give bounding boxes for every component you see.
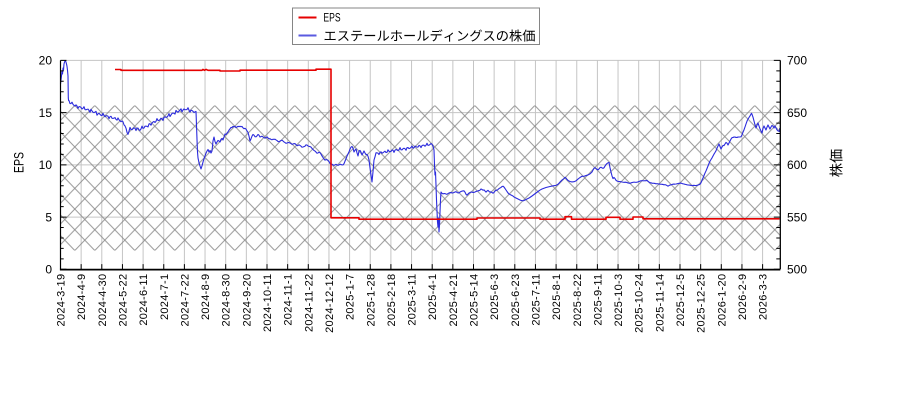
svg-text:2025-4-21: 2025-4-21	[448, 274, 460, 327]
svg-text:2025-2-18: 2025-2-18	[386, 274, 398, 327]
svg-text:500: 500	[787, 263, 807, 277]
svg-text:2025-6-3: 2025-6-3	[489, 274, 501, 320]
svg-text:2025-4-1: 2025-4-1	[427, 274, 439, 320]
svg-text:2024-6-11: 2024-6-11	[138, 274, 150, 326]
svg-text:2025-12-25: 2025-12-25	[696, 274, 708, 333]
svg-text:2024-7-1: 2024-7-1	[159, 274, 171, 320]
svg-text:2025-3-11: 2025-3-11	[407, 274, 419, 326]
svg-text:2024-7-22: 2024-7-22	[179, 274, 191, 327]
svg-text:2024-4-9: 2024-4-9	[76, 274, 88, 320]
svg-text:2024-11-22: 2024-11-22	[303, 274, 315, 332]
svg-text:700: 700	[787, 54, 807, 68]
svg-text:10: 10	[39, 158, 53, 172]
svg-text:2024-3-19: 2024-3-19	[56, 274, 68, 327]
svg-text:2025-6-23: 2025-6-23	[510, 274, 522, 327]
svg-text:2025-12-5: 2025-12-5	[675, 274, 687, 327]
svg-text:2025-5-14: 2025-5-14	[469, 274, 481, 327]
svg-text:2024-11-1: 2024-11-1	[283, 274, 295, 326]
svg-text:2024-9-20: 2024-9-20	[241, 274, 253, 327]
svg-text:600: 600	[787, 158, 807, 172]
svg-text:2025-8-22: 2025-8-22	[572, 274, 584, 327]
svg-text:2026-1-20: 2026-1-20	[716, 274, 728, 327]
svg-text:15: 15	[39, 106, 53, 120]
svg-text:EPS: EPS	[12, 152, 27, 173]
svg-text:2025-7-11: 2025-7-11	[530, 274, 542, 326]
svg-text:2024-12-12: 2024-12-12	[324, 274, 336, 333]
svg-text:EPS: EPS	[323, 11, 340, 25]
svg-text:2026-3-3: 2026-3-3	[758, 274, 770, 320]
svg-text:2025-10-24: 2025-10-24	[634, 274, 646, 333]
svg-text:2025-8-1: 2025-8-1	[551, 274, 563, 320]
svg-text:550: 550	[787, 210, 807, 224]
svg-text:2024-10-11: 2024-10-11	[262, 274, 274, 332]
svg-text:2024-4-30: 2024-4-30	[97, 274, 109, 327]
svg-text:5: 5	[45, 210, 52, 224]
svg-text:2024-8-9: 2024-8-9	[200, 274, 212, 320]
svg-text:2026-2-9: 2026-2-9	[737, 274, 749, 320]
svg-text:2024-8-30: 2024-8-30	[221, 274, 233, 327]
svg-text:2025-1-7: 2025-1-7	[345, 274, 357, 320]
svg-text:0: 0	[45, 263, 52, 277]
svg-text:650: 650	[787, 106, 807, 120]
svg-text:2025-9-11: 2025-9-11	[592, 274, 604, 326]
svg-text:2024-5-22: 2024-5-22	[117, 274, 129, 327]
svg-text:20: 20	[39, 54, 53, 68]
svg-text:2025-10-3: 2025-10-3	[613, 274, 625, 327]
svg-text:2025-11-14: 2025-11-14	[654, 274, 666, 332]
svg-text:2025-1-28: 2025-1-28	[365, 274, 377, 327]
